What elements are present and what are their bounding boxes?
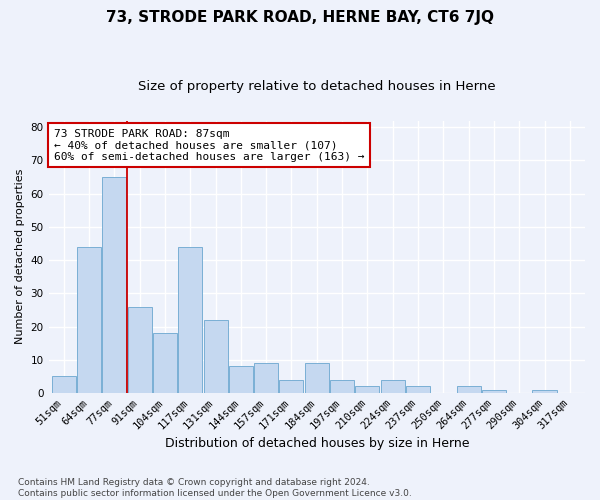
Bar — [229, 366, 253, 393]
X-axis label: Distribution of detached houses by size in Herne: Distribution of detached houses by size … — [164, 437, 469, 450]
Bar — [254, 363, 278, 393]
Y-axis label: Number of detached properties: Number of detached properties — [15, 169, 25, 344]
Bar — [457, 386, 481, 393]
Bar — [52, 376, 76, 393]
Bar — [532, 390, 557, 393]
Bar — [128, 306, 152, 393]
Text: Contains HM Land Registry data © Crown copyright and database right 2024.
Contai: Contains HM Land Registry data © Crown c… — [18, 478, 412, 498]
Bar — [77, 247, 101, 393]
Bar — [203, 320, 227, 393]
Title: Size of property relative to detached houses in Herne: Size of property relative to detached ho… — [138, 80, 496, 93]
Bar — [330, 380, 354, 393]
Bar — [482, 390, 506, 393]
Bar — [103, 177, 127, 393]
Text: 73, STRODE PARK ROAD, HERNE BAY, CT6 7JQ: 73, STRODE PARK ROAD, HERNE BAY, CT6 7JQ — [106, 10, 494, 25]
Bar — [178, 247, 202, 393]
Bar — [355, 386, 379, 393]
Bar — [153, 333, 177, 393]
Bar — [280, 380, 304, 393]
Bar — [305, 363, 329, 393]
Text: 73 STRODE PARK ROAD: 87sqm
← 40% of detached houses are smaller (107)
60% of sem: 73 STRODE PARK ROAD: 87sqm ← 40% of deta… — [54, 128, 364, 162]
Bar — [380, 380, 405, 393]
Bar — [406, 386, 430, 393]
